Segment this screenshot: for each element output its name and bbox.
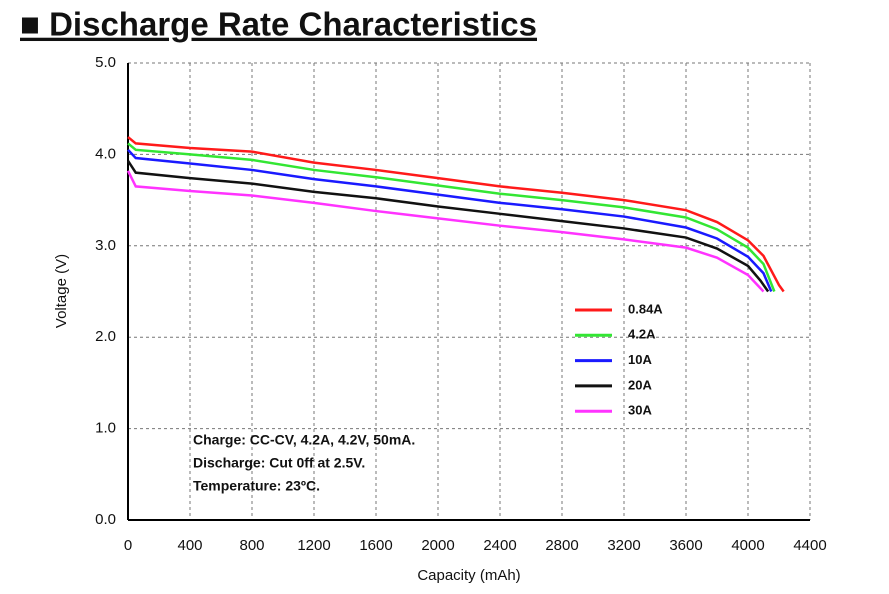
y-tick-label: 4.0 xyxy=(95,145,116,162)
chart-title: ■ Discharge Rate Characteristics xyxy=(20,6,537,43)
x-axis-label: Capacity (mAh) xyxy=(417,567,520,584)
x-tick-label: 4400 xyxy=(793,537,826,554)
x-tick-label: 3200 xyxy=(607,537,640,554)
legend-label: 10A xyxy=(628,352,652,367)
y-tick-label: 0.0 xyxy=(95,511,116,528)
x-tick-label: 800 xyxy=(239,537,264,554)
annotation: Charge: CC-CV, 4.2A, 4.2V, 50mA. xyxy=(193,432,415,448)
x-tick-label: 2000 xyxy=(421,537,454,554)
legend-label: 30A xyxy=(628,403,652,418)
series-line xyxy=(126,160,770,293)
series-line xyxy=(127,136,785,293)
series-line xyxy=(127,142,776,292)
legend-label: 0.84A xyxy=(628,301,663,316)
annotation: Discharge: Cut 0ff at 2.5V. xyxy=(193,455,365,471)
y-tick-label: 5.0 xyxy=(95,54,116,71)
x-tick-label: 2800 xyxy=(545,537,578,554)
annotation: Temperature: 23ºC. xyxy=(193,478,320,494)
x-tick-label: 400 xyxy=(177,537,202,554)
x-tick-label: 3600 xyxy=(669,537,702,554)
x-tick-label: 0 xyxy=(124,537,132,554)
series-line xyxy=(126,170,765,293)
series-line xyxy=(127,148,773,292)
x-tick-label: 1200 xyxy=(297,537,330,554)
y-tick-label: 2.0 xyxy=(95,328,116,345)
x-tick-label: 1600 xyxy=(359,537,392,554)
legend-label: 4.2A xyxy=(628,327,656,342)
x-tick-label: 2400 xyxy=(483,537,516,554)
legend-label: 20A xyxy=(628,377,652,392)
y-tick-label: 3.0 xyxy=(95,237,116,254)
x-tick-label: 4000 xyxy=(731,537,764,554)
y-axis-label: Voltage (V) xyxy=(53,254,70,328)
y-tick-label: 1.0 xyxy=(95,420,116,437)
